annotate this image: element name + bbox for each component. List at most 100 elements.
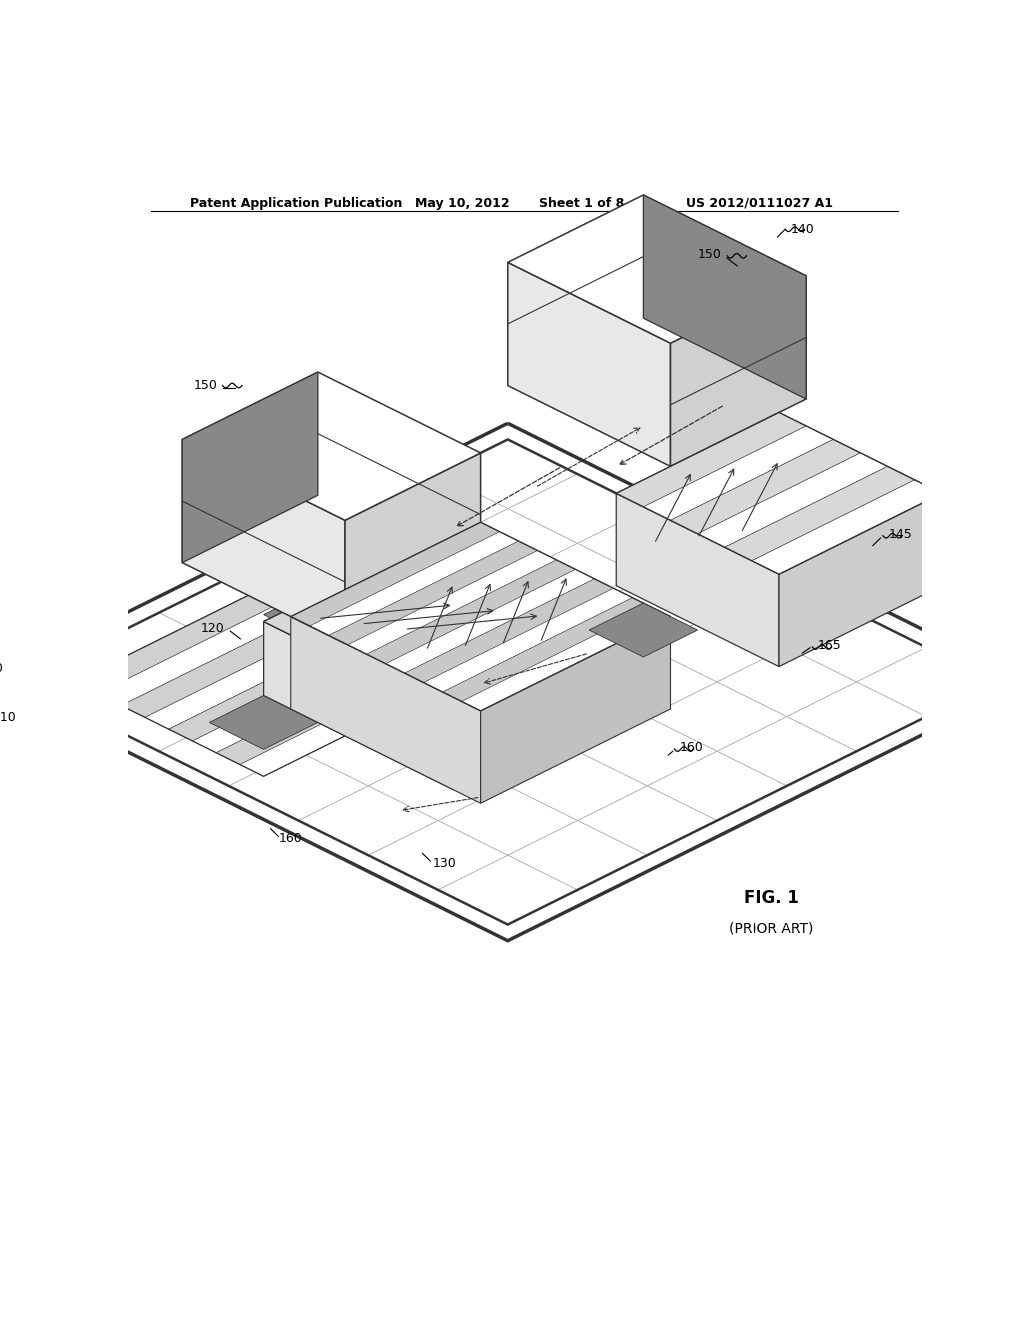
Polygon shape	[578, 578, 717, 647]
Polygon shape	[159, 647, 299, 717]
Polygon shape	[717, 717, 856, 785]
Text: 145: 145	[888, 528, 912, 541]
Text: 150: 150	[697, 248, 722, 261]
Text: 140: 140	[791, 223, 814, 236]
Text: 130: 130	[432, 857, 457, 870]
Polygon shape	[671, 440, 860, 533]
Polygon shape	[369, 821, 508, 890]
Polygon shape	[369, 682, 508, 751]
Polygon shape	[299, 647, 438, 717]
Polygon shape	[508, 544, 647, 612]
Polygon shape	[386, 569, 595, 673]
Text: 165: 165	[818, 639, 842, 652]
Polygon shape	[367, 560, 575, 664]
Polygon shape	[369, 544, 508, 612]
Polygon shape	[228, 544, 369, 612]
Polygon shape	[193, 634, 433, 752]
Polygon shape	[616, 412, 942, 574]
Polygon shape	[438, 647, 578, 717]
Text: Sheet 1 of 8: Sheet 1 of 8	[539, 197, 624, 210]
Polygon shape	[508, 263, 671, 466]
Polygon shape	[369, 612, 508, 682]
Polygon shape	[263, 541, 616, 715]
Text: 110: 110	[0, 710, 16, 723]
Text: FIG. 1: FIG. 1	[743, 888, 799, 907]
Polygon shape	[329, 541, 538, 645]
Polygon shape	[616, 494, 779, 667]
Polygon shape	[404, 578, 613, 682]
Polygon shape	[508, 751, 647, 821]
Polygon shape	[182, 372, 317, 562]
Polygon shape	[616, 412, 806, 507]
Polygon shape	[228, 612, 369, 682]
Polygon shape	[643, 195, 806, 399]
Polygon shape	[647, 544, 786, 612]
Text: 160: 160	[680, 741, 703, 754]
Polygon shape	[717, 647, 856, 717]
Polygon shape	[159, 717, 299, 785]
Polygon shape	[438, 440, 578, 508]
Polygon shape	[263, 541, 454, 635]
Polygon shape	[369, 474, 508, 544]
Polygon shape	[369, 751, 508, 821]
Polygon shape	[89, 682, 228, 751]
Polygon shape	[589, 603, 697, 657]
Polygon shape	[372, 594, 562, 689]
Text: US 2012/0111027 A1: US 2012/0111027 A1	[686, 197, 833, 210]
Polygon shape	[779, 494, 942, 667]
Polygon shape	[228, 751, 369, 821]
Polygon shape	[169, 622, 410, 741]
Polygon shape	[480, 616, 671, 804]
Polygon shape	[228, 682, 369, 751]
Polygon shape	[454, 635, 616, 789]
Polygon shape	[671, 276, 806, 466]
Polygon shape	[508, 195, 806, 343]
Text: 150: 150	[194, 379, 217, 392]
Polygon shape	[399, 609, 589, 702]
Polygon shape	[309, 532, 518, 635]
Polygon shape	[578, 647, 717, 717]
Polygon shape	[97, 586, 338, 706]
Polygon shape	[182, 372, 480, 520]
Polygon shape	[442, 598, 651, 701]
Polygon shape	[643, 426, 834, 520]
Text: 100: 100	[0, 661, 3, 675]
Polygon shape	[345, 581, 535, 676]
Text: 160: 160	[279, 832, 302, 845]
Polygon shape	[508, 612, 647, 682]
Polygon shape	[578, 785, 717, 855]
Polygon shape	[299, 508, 438, 578]
Polygon shape	[291, 554, 480, 648]
Polygon shape	[438, 785, 578, 855]
Polygon shape	[424, 589, 633, 692]
Text: May 10, 2012: May 10, 2012	[415, 197, 509, 210]
Polygon shape	[263, 622, 454, 789]
Polygon shape	[508, 821, 647, 890]
Polygon shape	[345, 453, 480, 644]
Polygon shape	[145, 610, 386, 729]
Polygon shape	[508, 682, 647, 751]
Polygon shape	[291, 616, 480, 804]
Polygon shape	[299, 578, 438, 647]
Polygon shape	[578, 508, 717, 578]
Polygon shape	[647, 682, 786, 751]
Polygon shape	[438, 855, 578, 924]
Polygon shape	[717, 578, 856, 647]
Polygon shape	[752, 480, 942, 574]
Polygon shape	[299, 717, 438, 785]
Polygon shape	[438, 717, 578, 785]
Polygon shape	[462, 607, 671, 711]
Polygon shape	[647, 751, 786, 821]
Text: Patent Application Publication: Patent Application Publication	[190, 197, 402, 210]
Polygon shape	[426, 622, 616, 715]
Polygon shape	[317, 568, 508, 663]
Polygon shape	[786, 612, 927, 682]
Polygon shape	[209, 696, 317, 750]
Polygon shape	[647, 612, 786, 682]
Polygon shape	[19, 647, 159, 717]
Polygon shape	[159, 578, 299, 647]
Polygon shape	[240, 657, 480, 776]
Polygon shape	[216, 645, 457, 764]
Polygon shape	[578, 717, 717, 785]
Text: (PRIOR ART): (PRIOR ART)	[729, 921, 813, 936]
